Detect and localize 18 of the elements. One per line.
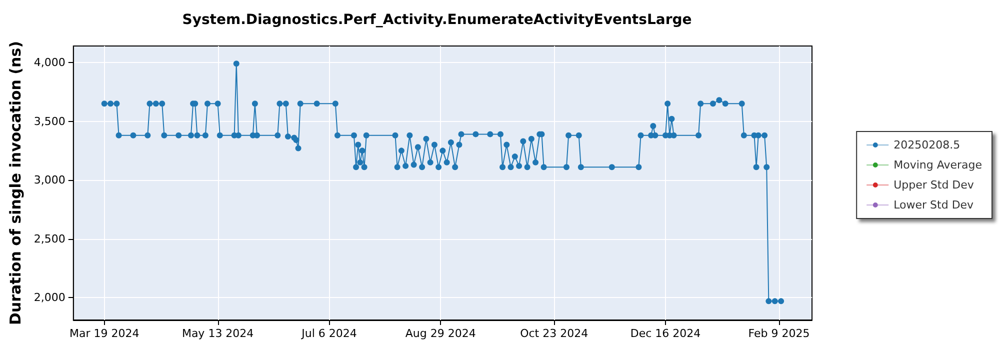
y-tick-label: 2,500 (34, 232, 66, 246)
legend-label: 20250208.5 (894, 138, 960, 152)
x-tick-label: Aug 29 2024 (405, 327, 476, 340)
x-tick-label: Mar 19 2024 (69, 327, 140, 340)
x-tick-label: Feb 9 2025 (748, 327, 810, 340)
y-tick-label: 2,000 (34, 291, 66, 304)
y-axis-title: Duration of single invocation (ns) (6, 41, 24, 325)
legend-label: Moving Average (894, 158, 982, 172)
legend-label: Lower Std Dev (894, 198, 974, 212)
y-tick-label: 3,000 (34, 174, 66, 187)
legend-label: Upper Std Dev (894, 178, 974, 192)
x-tick-label: May 13 2024 (182, 327, 254, 340)
x-tick-label: Jul 6 2024 (300, 327, 357, 340)
y-tick-label: 4,000 (34, 56, 66, 69)
y-tick-label: 3,500 (34, 114, 66, 128)
x-tick-label: Oct 23 2024 (520, 327, 588, 340)
chart-title: System.Diagnostics.Perf_Activity.EnumerateActivityEventsLarge (182, 12, 692, 28)
x-tick-label: Dec 16 2024 (630, 327, 701, 340)
